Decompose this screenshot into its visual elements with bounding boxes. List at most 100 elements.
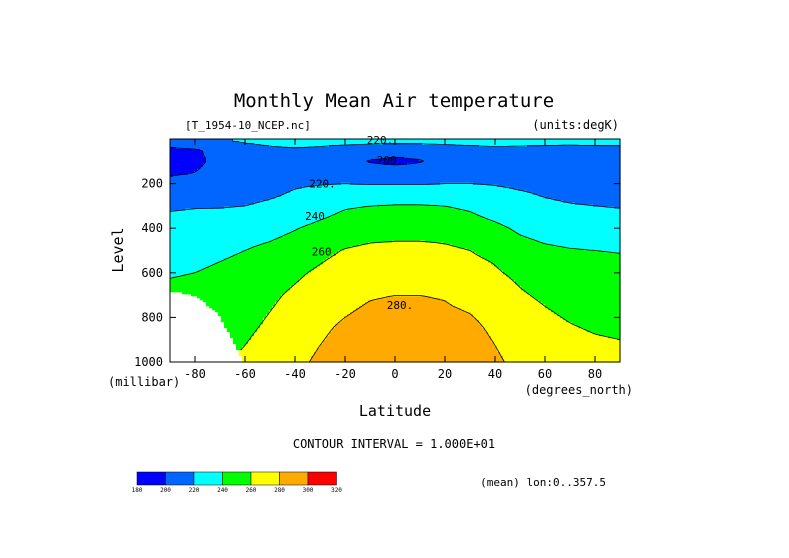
contour-cell <box>491 338 618 341</box>
contour-cell <box>251 336 327 339</box>
contour-cell <box>206 266 318 270</box>
x-tick-label: 80 <box>588 367 602 381</box>
contour-cell <box>170 314 219 317</box>
y-axis: 200 400 600 800 1000 <box>134 177 620 369</box>
contour-label: 200. <box>377 154 404 167</box>
contour-cell <box>515 282 621 285</box>
contour-cell <box>200 298 279 301</box>
contour-cell <box>284 292 528 295</box>
contour-cell <box>323 340 492 343</box>
contour-cell <box>170 156 207 160</box>
contour-cell <box>170 196 276 200</box>
contour-cell <box>170 168 198 172</box>
contour-cell <box>566 246 621 250</box>
contour-cell <box>341 320 480 323</box>
contour-cell <box>170 268 204 272</box>
contour-label: 280. <box>387 299 414 312</box>
contour-cell <box>170 350 240 353</box>
contour-cell <box>206 158 372 162</box>
contour-cell <box>248 342 324 345</box>
contour-cell <box>473 250 606 254</box>
contour-cell <box>200 166 621 170</box>
contour-cell <box>170 330 228 333</box>
contour-cell <box>170 344 237 347</box>
contour-cell <box>326 336 492 339</box>
contour-cell <box>305 274 507 277</box>
colorbar-swatch <box>250 471 280 486</box>
contour-cell <box>170 238 276 242</box>
contour-cell <box>191 272 309 275</box>
colorbar-swatch <box>165 471 195 486</box>
contour-cell <box>527 292 621 295</box>
contour-cell <box>263 322 339 325</box>
contour-lines <box>169 139 621 363</box>
contour-cell <box>515 230 621 234</box>
contour-cell <box>206 304 276 307</box>
contour-cell <box>326 258 486 262</box>
contour-cell <box>170 332 231 335</box>
contour-cell <box>284 234 522 238</box>
contour-cell <box>263 320 342 323</box>
contour-cell <box>224 324 261 327</box>
contour-cell <box>170 336 231 339</box>
contour-cell <box>500 268 621 272</box>
contour-cell <box>173 276 303 279</box>
x-tick-label: -20 <box>334 367 356 381</box>
contour-cell <box>503 356 621 359</box>
contour-cell <box>239 354 315 357</box>
contour-cell <box>491 340 621 343</box>
contour-cell <box>275 302 366 305</box>
contour-cell <box>206 302 276 305</box>
contour-cell <box>170 318 222 321</box>
contour-cell <box>506 274 621 277</box>
contour-cell <box>527 190 621 194</box>
contour-cell <box>449 302 543 305</box>
contour-cell <box>368 242 444 246</box>
contour-cell <box>554 198 621 202</box>
contour-cell <box>560 316 621 319</box>
y-tick-label: 600 <box>141 266 163 280</box>
contour-cell <box>545 306 621 309</box>
contour-cell <box>170 180 621 184</box>
contour-cell <box>440 298 537 301</box>
contour-line-280 <box>308 295 505 363</box>
contour-cell <box>494 344 621 347</box>
contour-cell <box>335 326 483 329</box>
contour-cell <box>170 342 234 345</box>
contour-cell <box>170 302 207 305</box>
contour-cell <box>419 158 621 162</box>
contour-cell <box>575 202 621 206</box>
contour-cell <box>170 146 177 150</box>
colorbar-swatch <box>193 471 223 486</box>
contour-cell <box>245 344 321 347</box>
contour-cell <box>485 328 585 331</box>
x-tick-label: -60 <box>234 367 256 381</box>
contour-cell <box>170 154 204 158</box>
contour-cell <box>488 332 594 335</box>
contour-cell <box>509 186 621 190</box>
contour-cell <box>317 348 498 351</box>
contour-cell <box>320 344 495 347</box>
contour-cell <box>377 298 441 301</box>
contour-cell <box>197 296 282 299</box>
contour-cell <box>332 254 480 258</box>
y-tick-label: 1000 <box>134 355 163 369</box>
contour-cell <box>509 276 621 279</box>
contour-cell <box>497 350 621 353</box>
contour-cell <box>347 314 474 317</box>
contour-cell <box>170 308 213 311</box>
contour-cell <box>233 139 621 142</box>
contour-cell <box>488 334 600 337</box>
contour-cell <box>281 194 540 198</box>
units-label: (units:degK) <box>532 118 619 132</box>
contour-cell <box>185 208 348 212</box>
contour-cell <box>500 354 621 357</box>
contour-cell <box>188 172 621 176</box>
contour-cell <box>170 186 303 190</box>
mean-longitude-note: (mean) lon:0..357.5 <box>480 476 606 489</box>
contour-cell <box>221 318 264 321</box>
contour-cell <box>170 254 234 258</box>
contour-cell <box>170 328 228 331</box>
contour-cell <box>221 316 267 319</box>
contour-cell <box>497 184 621 188</box>
